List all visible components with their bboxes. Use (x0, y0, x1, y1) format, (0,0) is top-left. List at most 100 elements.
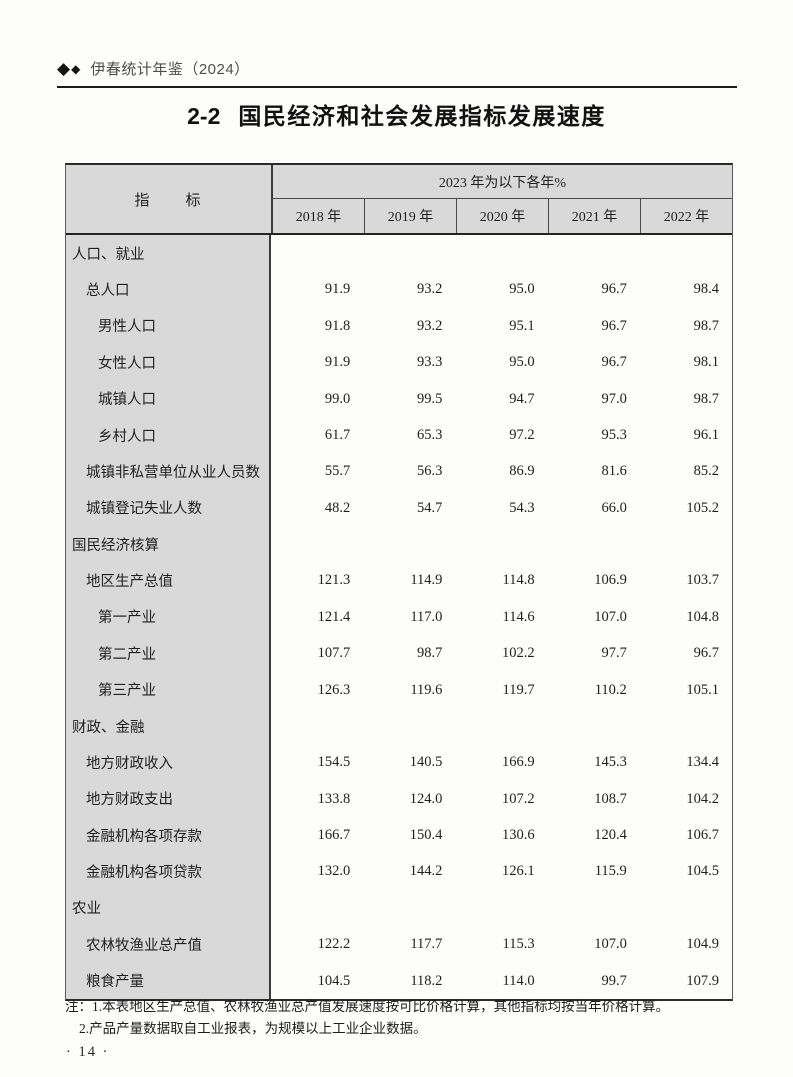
row-value-2020: 95.0 (509, 354, 535, 371)
row-value-2019: 65.3 (417, 426, 443, 443)
row-label: 第二产业 (66, 635, 271, 672)
row-value-2019: 98.7 (417, 645, 443, 662)
row-value-2022: 98.1 (693, 354, 720, 371)
row-value-2020: 130.6 (501, 827, 535, 843)
table-row: 总人口 91.9 93.2 95.0 96.7 98.4 (66, 271, 732, 308)
row-value-2019: 93.3 (417, 354, 443, 371)
row-value-2021 (548, 708, 640, 744)
span-header-cell: 2023 年为以下各年% (273, 165, 732, 199)
row-label: 总人口 (66, 271, 271, 308)
row-value-2020: 54.3 (509, 499, 535, 516)
row-value-2019 (363, 235, 455, 271)
table-row: 地区生产总值 121.3 114.9 114.8 106.9 103.7 (66, 562, 732, 599)
row-value-2020: 114.0 (502, 972, 535, 989)
row-value-2021: 97.0 (601, 390, 627, 407)
row-value-2019 (363, 890, 455, 926)
row-value-2021 (548, 235, 640, 271)
page-number: · 14 · (66, 1044, 110, 1060)
row-value-2018: 107.7 (317, 645, 351, 662)
row-value-2020: 95.1 (509, 317, 535, 334)
row-label: 第三产业 (66, 671, 271, 708)
row-value-2022: 106.7 (686, 827, 720, 843)
table-title-text: 国民经济和社会发展指标发展速度 (238, 103, 606, 129)
row-value-2018: 48.2 (324, 499, 351, 516)
row-value-2022: 85.2 (693, 463, 720, 480)
table-body: 人口、就业 总人口 91.9 93.2 95.0 96.7 98.4 男性人口 91.8 93.2… (66, 235, 732, 999)
row-label: 第一产业 (66, 598, 271, 636)
row-label: 城镇非私营单位从业人员数 (66, 453, 271, 490)
row-value-2018: 55.7 (324, 463, 351, 480)
row-value-2022 (640, 235, 732, 271)
row-value-2018: 121.4 (317, 608, 351, 625)
table-row: 第二产业 107.7 98.7 102.2 97.7 96.7 (66, 635, 732, 672)
row-value-2018: 91.9 (324, 354, 351, 371)
row-value-2020 (455, 890, 547, 926)
table-row: 金融机构各项贷款 132.0 144.2 126.1 115.9 104.5 (66, 853, 732, 890)
row-value-2019 (363, 526, 455, 562)
row-value-2020: 114.8 (502, 572, 535, 589)
row-value-2022: 103.7 (686, 572, 720, 589)
row-value-2022: 98.4 (693, 281, 720, 298)
row-value-2022: 96.7 (693, 645, 720, 662)
statistics-table: 指 标 2023 年为以下各年% 2018 年 2019 年 2020 年 20… (65, 163, 733, 1001)
row-value-2021: 110.2 (594, 681, 627, 698)
year-header-row: 2018 年 2019 年 2020 年 2021 年 2022 年 (273, 199, 732, 233)
row-value-2019: 54.7 (417, 499, 443, 516)
row-value-2020: 114.6 (502, 608, 535, 625)
row-label: 粮食产量 (66, 962, 271, 999)
row-label: 地区生产总值 (66, 562, 271, 599)
table-row: 城镇非私营单位从业人员数 55.7 56.3 86.9 81.6 85.2 (66, 453, 732, 490)
table-row: 第一产业 121.4 117.0 114.6 107.0 104.8 (66, 598, 732, 636)
diamond-large-icon: ◆ (57, 59, 71, 78)
row-value-2018 (271, 708, 363, 744)
row-value-2018: 91.8 (324, 317, 351, 334)
row-value-2021: 107.0 (594, 936, 627, 953)
table-row: 农林牧渔业总产值 122.2 117.7 115.3 107.0 104.9 (66, 926, 732, 963)
row-value-2019 (363, 708, 455, 744)
row-value-2022: 98.7 (693, 390, 720, 407)
row-value-2021: 145.3 (594, 754, 627, 771)
row-value-2019: 93.2 (417, 281, 443, 298)
row-label: 农林牧渔业总产值 (66, 926, 271, 963)
row-value-2019: 119.6 (410, 681, 443, 698)
row-value-2020: 95.0 (509, 281, 535, 298)
row-value-2018 (271, 235, 363, 271)
row-value-2022 (640, 890, 732, 926)
row-value-2020: 94.7 (509, 390, 535, 407)
row-value-2018 (271, 890, 363, 926)
table-notes: 注：1.本表地区生产总值、农林牧渔业总产值发展速度按可比价格计算，其他指标均按当… (65, 996, 745, 1040)
row-value-2019: 140.5 (409, 754, 443, 771)
row-value-2022: 104.8 (686, 608, 720, 625)
row-value-2018: 91.9 (324, 281, 351, 298)
row-label: 城镇登记失业人数 (66, 489, 271, 526)
table-header: 指 标 2023 年为以下各年% 2018 年 2019 年 2020 年 20… (66, 165, 732, 235)
row-value-2018: 126.3 (317, 681, 351, 698)
table-row: 地方财政收入 154.5 140.5 166.9 145.3 134.4 (66, 744, 732, 781)
row-label: 女性人口 (66, 344, 271, 381)
page-title: 2-2 国民经济和社会发展指标发展速度 (0, 97, 793, 131)
row-value-2020: 107.2 (501, 790, 535, 807)
row-value-2020: 102.2 (501, 645, 535, 662)
row-value-2018: 122.2 (317, 936, 351, 953)
row-value-2021: 97.7 (601, 645, 627, 662)
row-label: 财政、金融 (66, 707, 271, 745)
row-value-2022: 104.5 (686, 863, 720, 880)
row-value-2021: 66.0 (601, 499, 627, 516)
row-value-2022: 104.9 (686, 936, 720, 953)
row-label: 国民经济核算 (66, 526, 271, 563)
row-value-2021: 95.3 (601, 426, 627, 443)
row-value-2022: 105.1 (686, 681, 720, 698)
row-label: 金融机构各项存款 (66, 817, 271, 854)
row-value-2019: 118.2 (410, 972, 443, 989)
row-value-2020: 115.3 (502, 936, 535, 953)
table-row: 乡村人口 61.7 65.3 97.2 95.3 96.1 (66, 416, 732, 454)
row-value-2018: 133.8 (317, 790, 351, 807)
table-row: 粮食产量 104.5 118.2 114.0 99.7 107.9 (66, 962, 732, 999)
row-value-2022: 134.4 (686, 754, 720, 771)
table-row: 第三产业 126.3 119.6 119.7 110.2 105.1 (66, 671, 732, 708)
table-row: 城镇人口 99.0 99.5 94.7 97.0 98.7 (66, 380, 732, 417)
row-value-2020 (455, 235, 547, 271)
row-value-2019: 56.3 (417, 463, 443, 480)
table-row: 农业 (66, 889, 732, 927)
row-value-2019: 117.7 (410, 936, 443, 953)
